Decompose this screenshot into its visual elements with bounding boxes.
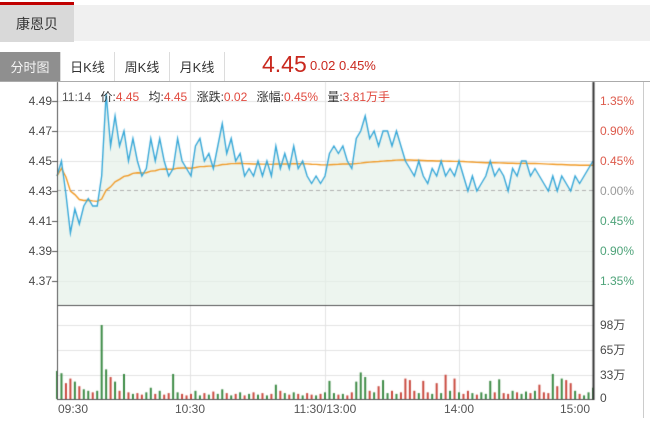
readout-time: 11:14 [62, 90, 92, 104]
readout-chg-label: 涨跌: [196, 90, 224, 104]
price-axis-label: 4.37 [28, 274, 52, 288]
price-axis-label: 4.43 [28, 184, 52, 198]
readout-chg: 0.02 [223, 90, 248, 104]
readout-avg-label: 均: [148, 90, 164, 104]
pct-axis-label: 0.90% [600, 244, 635, 258]
readout-vol-label: 量: [327, 90, 343, 104]
time-axis-label: 15:00 [559, 402, 590, 416]
pct-axis-label: 1.35% [600, 94, 635, 108]
price-axis-label: 4.49 [28, 94, 52, 108]
price-axis-label: 4.45 [28, 154, 52, 168]
volume-axis-label: 98万 [600, 318, 626, 332]
pct-axis-label: 0.45% [600, 214, 635, 228]
readout-price: 4.45 [115, 90, 140, 104]
scrollbar[interactable] [643, 82, 644, 418]
readout-price-label: 价: [100, 90, 116, 104]
price-axis-label: 4.39 [28, 244, 52, 258]
price-axis-label: 4.47 [28, 124, 52, 138]
readout-pct-label: 涨幅: [256, 90, 284, 104]
readout-pct: 0.45% [283, 90, 318, 104]
pct-axis-label: 1.35% [600, 274, 635, 288]
volume-axis-label: 33万 [600, 368, 626, 382]
time-axis-label: 14:00 [443, 402, 475, 416]
time-axis-label: 11:30/13:00 [293, 402, 357, 416]
tick-readout-bar: 11:14 价:4.45 均:4.45 涨跌:0.02 涨幅:0.45% 量:3… [62, 88, 396, 105]
volume-axis-label: 0 [600, 391, 607, 405]
pct-axis-label: 0.90% [600, 124, 635, 138]
volume-axis-label: 65万 [600, 343, 626, 357]
time-axis-label: 10:30 [174, 402, 206, 416]
time-axis-label: 09:30 [58, 402, 89, 416]
readout-vol: 3.81万手 [342, 90, 391, 104]
pct-axis-label: 0.45% [600, 154, 635, 168]
price-axis-label: 4.41 [28, 214, 52, 228]
pct-axis-label: 0.00% [600, 184, 635, 198]
readout-avg: 4.45 [163, 90, 188, 104]
